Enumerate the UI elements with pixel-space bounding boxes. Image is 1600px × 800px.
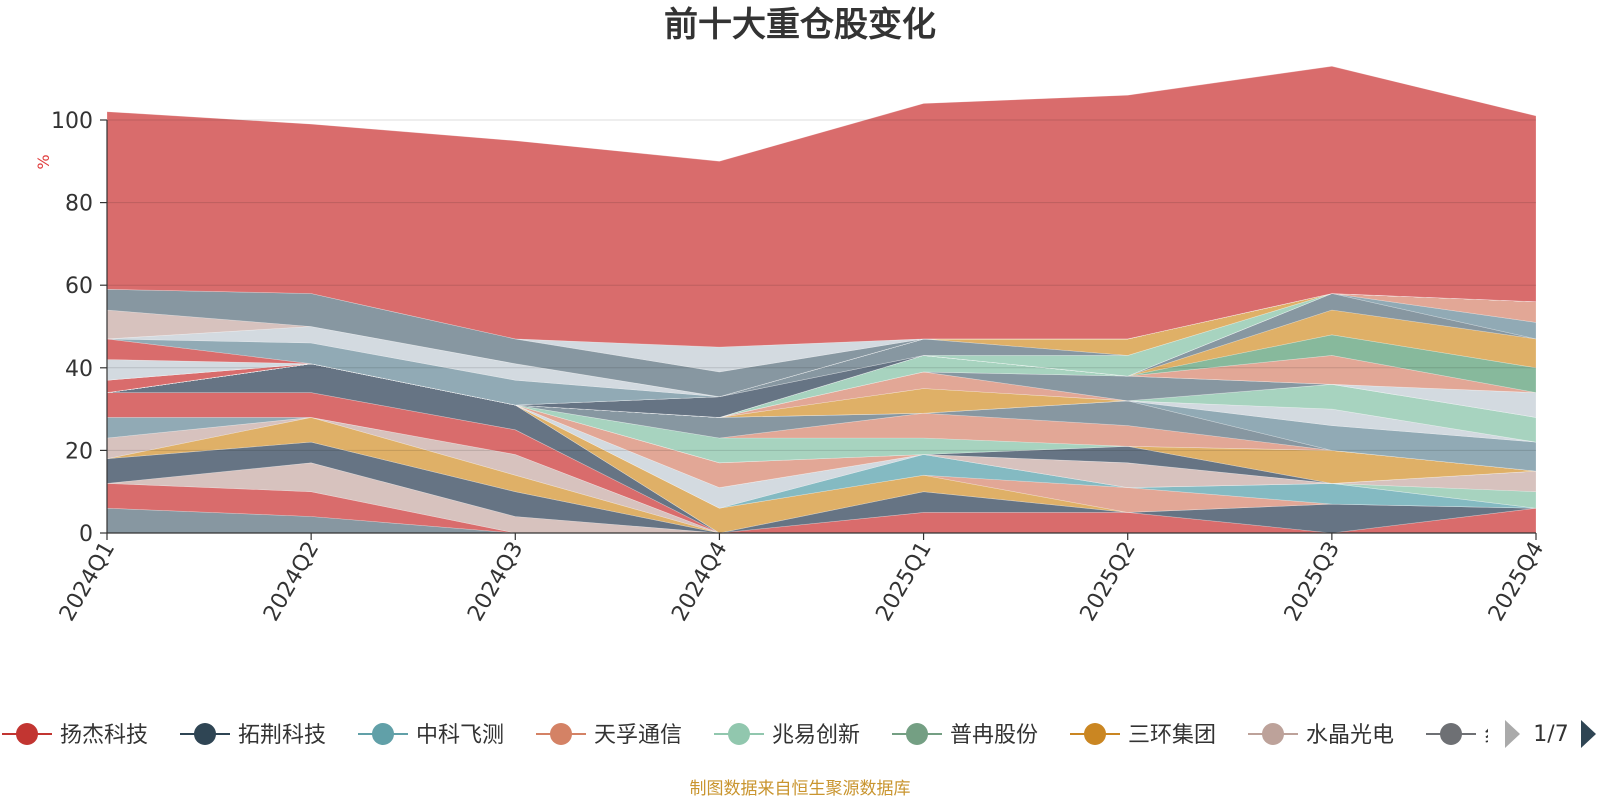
area-band [106, 363, 1537, 443]
legend-label: 水晶光电 [1306, 723, 1394, 748]
area-band [106, 363, 1537, 472]
y-tick-label: 60 [65, 274, 93, 299]
x-tick-label: 2024Q1 [55, 538, 120, 626]
legend-marker [1262, 723, 1284, 745]
y-tick-label: 0 [79, 522, 93, 547]
legend-item[interactable]: 扬杰科技 [2, 723, 148, 748]
y-axis-unit: % [34, 154, 53, 169]
x-tick-label: 2025Q3 [1280, 538, 1345, 626]
legend: 扬杰科技拓荆科技中科飞测天孚通信兆易创新普冉股份三环集团水晶光电纟1/7 [2, 705, 1600, 763]
legend-item[interactable]: 兆易创新 [714, 723, 860, 748]
x-tick-label: 2025Q1 [871, 538, 936, 626]
area-band [106, 363, 1537, 418]
legend-marker [1440, 723, 1462, 745]
area-band [106, 288, 1537, 398]
area-band [106, 293, 1537, 418]
stacked-area-bands [106, 65, 1537, 534]
legend-marker [906, 723, 928, 745]
y-tick-label: 100 [51, 109, 93, 134]
legend-marker [728, 723, 750, 745]
legend-page-indicator: 1/7 [1533, 722, 1568, 747]
area-band [106, 363, 1537, 534]
legend-marker [550, 723, 572, 745]
legend-item[interactable]: 天孚通信 [536, 723, 682, 748]
area-band [106, 309, 1537, 418]
legend-item[interactable]: 三环集团 [1070, 723, 1216, 748]
legend-item[interactable]: 水晶光电 [1248, 723, 1394, 748]
y-tick-label: 80 [65, 192, 93, 217]
legend-marker [1084, 723, 1106, 745]
y-tick-label: 40 [65, 357, 93, 382]
legend-label: 扬杰科技 [60, 723, 148, 748]
legend-label: 普冉股份 [950, 723, 1038, 748]
legend-label: 天孚通信 [594, 723, 682, 748]
legend-marker [372, 723, 394, 745]
y-tick-label: 20 [65, 439, 93, 464]
x-tick-label: 2024Q3 [463, 538, 528, 626]
data-source-footer: 制图数据来自恒生聚源数据库 [690, 779, 911, 799]
legend-item[interactable]: 普冉股份 [892, 723, 1038, 748]
legend-item[interactable]: 中科飞测 [358, 723, 504, 748]
grid-lines [107, 119, 1536, 451]
x-tick-label: 2025Q2 [1076, 538, 1141, 626]
area-band [106, 293, 1537, 418]
legend-label: 中科飞测 [416, 723, 504, 748]
x-tick-label: 2024Q2 [259, 538, 324, 626]
area-band [106, 65, 1537, 348]
legend-prev-icon[interactable] [1505, 720, 1520, 748]
legend-marker [16, 723, 38, 745]
x-tick-label: 2025Q4 [1484, 538, 1549, 626]
legend-next-icon[interactable] [1581, 720, 1596, 748]
legend-label: 三环集团 [1128, 723, 1216, 748]
x-tick-label: 2024Q4 [667, 538, 732, 626]
chart-title: 前十大重仓股变化 [664, 5, 936, 45]
area-band [106, 334, 1537, 418]
legend-label: 兆易创新 [772, 723, 860, 748]
legend-item[interactable]: 拓荆科技 [180, 723, 326, 748]
legend-marker [194, 723, 216, 745]
legend-label: 拓荆科技 [238, 723, 326, 748]
area-band [106, 417, 1536, 534]
